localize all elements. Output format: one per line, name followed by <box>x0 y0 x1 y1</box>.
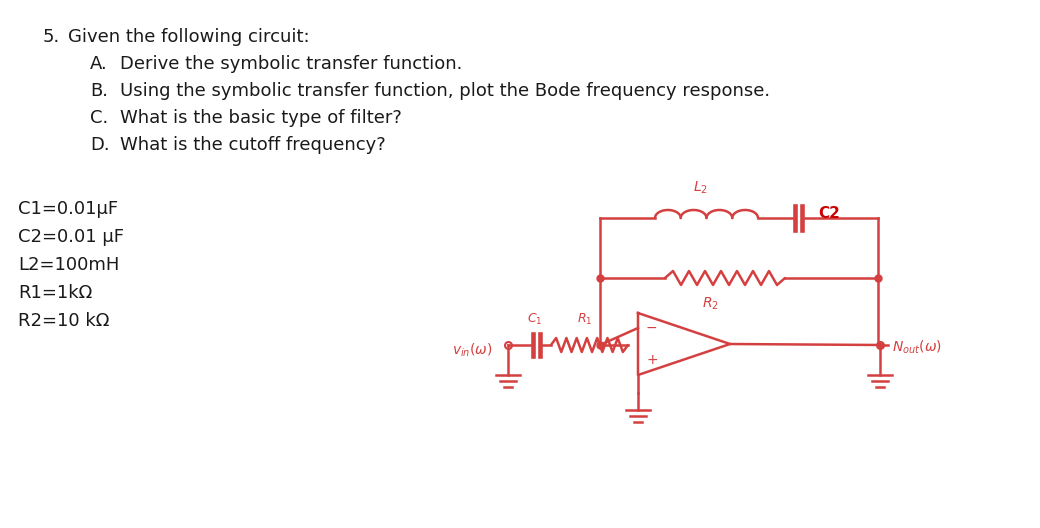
Text: +: + <box>646 353 657 367</box>
Text: R2=10 kΩ: R2=10 kΩ <box>18 312 109 330</box>
Text: L2=100mH: L2=100mH <box>18 256 120 274</box>
Text: C2=0.01 μF: C2=0.01 μF <box>18 228 124 246</box>
Text: D.: D. <box>90 136 109 154</box>
Text: $C_1$: $C_1$ <box>527 312 543 327</box>
Text: Derive the symbolic transfer function.: Derive the symbolic transfer function. <box>120 55 463 73</box>
Text: 5.: 5. <box>43 28 60 46</box>
Text: $v_{in}(\omega)$: $v_{in}(\omega)$ <box>452 341 493 359</box>
Text: Given the following circuit:: Given the following circuit: <box>68 28 310 46</box>
Text: C.: C. <box>90 109 108 127</box>
Text: C1=0.01μF: C1=0.01μF <box>18 200 119 218</box>
Text: $L_2$: $L_2$ <box>693 180 707 196</box>
Text: What is the basic type of filter?: What is the basic type of filter? <box>120 109 401 127</box>
Text: −: − <box>646 321 657 335</box>
Text: $R_1$: $R_1$ <box>577 312 593 327</box>
Text: B.: B. <box>90 82 108 100</box>
Text: A.: A. <box>90 55 108 73</box>
Text: $R_2$: $R_2$ <box>702 296 719 313</box>
Text: What is the cutoff frequency?: What is the cutoff frequency? <box>120 136 386 154</box>
Text: Using the symbolic transfer function, plot the Bode frequency response.: Using the symbolic transfer function, pl… <box>120 82 771 100</box>
Text: R1=1kΩ: R1=1kΩ <box>18 284 93 302</box>
Text: C2: C2 <box>818 205 840 221</box>
Text: $N_{out}(\omega)$: $N_{out}(\omega)$ <box>892 338 942 356</box>
